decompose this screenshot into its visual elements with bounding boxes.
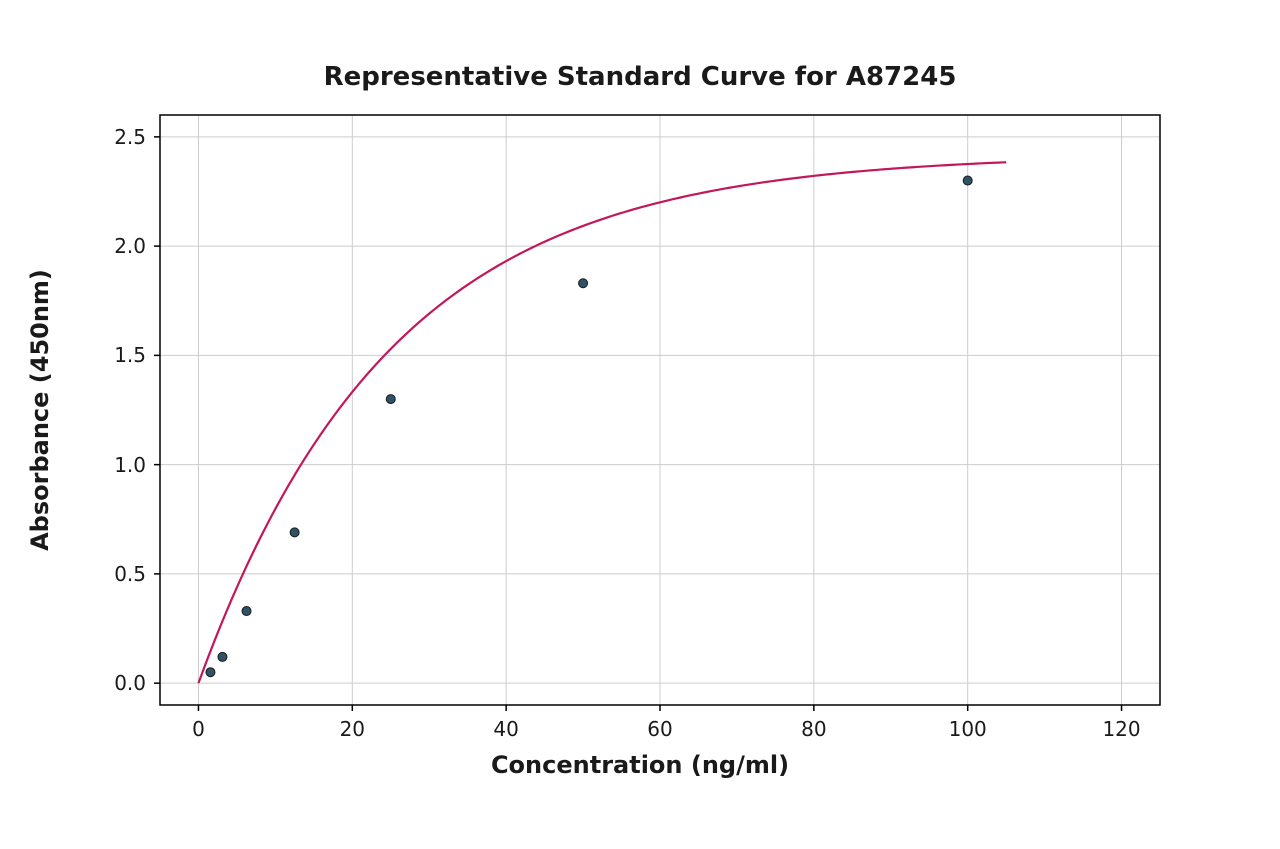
x-tick-label: 120 bbox=[1102, 717, 1140, 741]
y-tick-label: 2.0 bbox=[106, 234, 146, 258]
y-tick-label: 0.5 bbox=[106, 562, 146, 586]
x-axis-label: Concentration (ng/ml) bbox=[0, 751, 1280, 779]
chart-title: Representative Standard Curve for A87245 bbox=[0, 62, 1280, 92]
x-tick-label: 40 bbox=[493, 717, 518, 741]
x-tick-label: 20 bbox=[340, 717, 365, 741]
x-tick-label: 100 bbox=[949, 717, 987, 741]
x-tick-label: 80 bbox=[801, 717, 826, 741]
x-tick-label: 60 bbox=[647, 717, 672, 741]
y-tick-label: 2.5 bbox=[106, 125, 146, 149]
y-tick-label: 1.5 bbox=[106, 343, 146, 367]
y-tick-label: 1.0 bbox=[106, 453, 146, 477]
x-tick-label: 0 bbox=[192, 717, 205, 741]
standard-curve-chart: Representative Standard Curve for A87245… bbox=[0, 0, 1280, 845]
y-axis-label: Absorbance (450nm) bbox=[26, 269, 54, 551]
y-tick-label: 0.0 bbox=[106, 671, 146, 695]
